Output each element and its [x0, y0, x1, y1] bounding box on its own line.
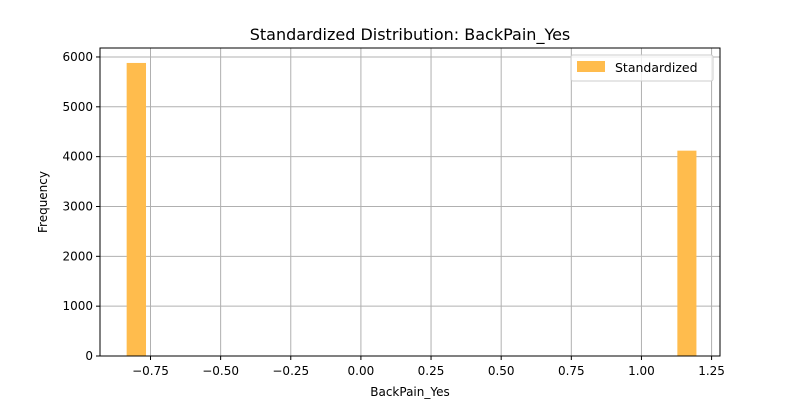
plot-frame [99, 47, 721, 357]
grid [100, 48, 720, 357]
histogram-bar [677, 150, 697, 356]
y-tick-label: 1000 [62, 299, 93, 313]
x-tick-label: −0.75 [132, 364, 169, 378]
legend-label: Standardized [615, 60, 698, 75]
bars [126, 62, 697, 357]
x-axis-label: BackPain_Yes [370, 385, 450, 399]
x-tick-label: −0.25 [272, 364, 309, 378]
legend-box [570, 54, 714, 82]
x-tick-label: 0.50 [488, 364, 515, 378]
histogram-bar [126, 62, 147, 357]
y-tick-label: 4000 [62, 150, 93, 164]
y-tick-label: 3000 [62, 199, 93, 213]
x-tick-label: 1.25 [698, 364, 725, 378]
legend-swatch [577, 61, 605, 72]
x-tick-label: 0.75 [558, 364, 585, 378]
y-tick-label: 5000 [62, 100, 93, 114]
x-tick-label: 0.00 [348, 364, 375, 378]
legend: Standardized [570, 54, 714, 82]
x-tick-label: 1.00 [628, 364, 655, 378]
x-tick-label: 0.25 [418, 364, 445, 378]
y-tick-label: 6000 [62, 50, 93, 64]
y-tick-label: 2000 [62, 249, 93, 263]
chart-title: Standardized Distribution: BackPain_Yes [250, 25, 571, 45]
y-tick-label: 0 [85, 349, 93, 363]
y-axis-ticks: 0 1000 2000 3000 4000 5000 6000 [62, 50, 100, 363]
x-tick-label: −0.50 [202, 364, 239, 378]
x-axis-ticks: −0.75 −0.50 −0.25 0.00 0.25 0.50 0.75 1.00 1.25 [132, 356, 725, 378]
y-axis-label: Frequency [36, 171, 50, 233]
